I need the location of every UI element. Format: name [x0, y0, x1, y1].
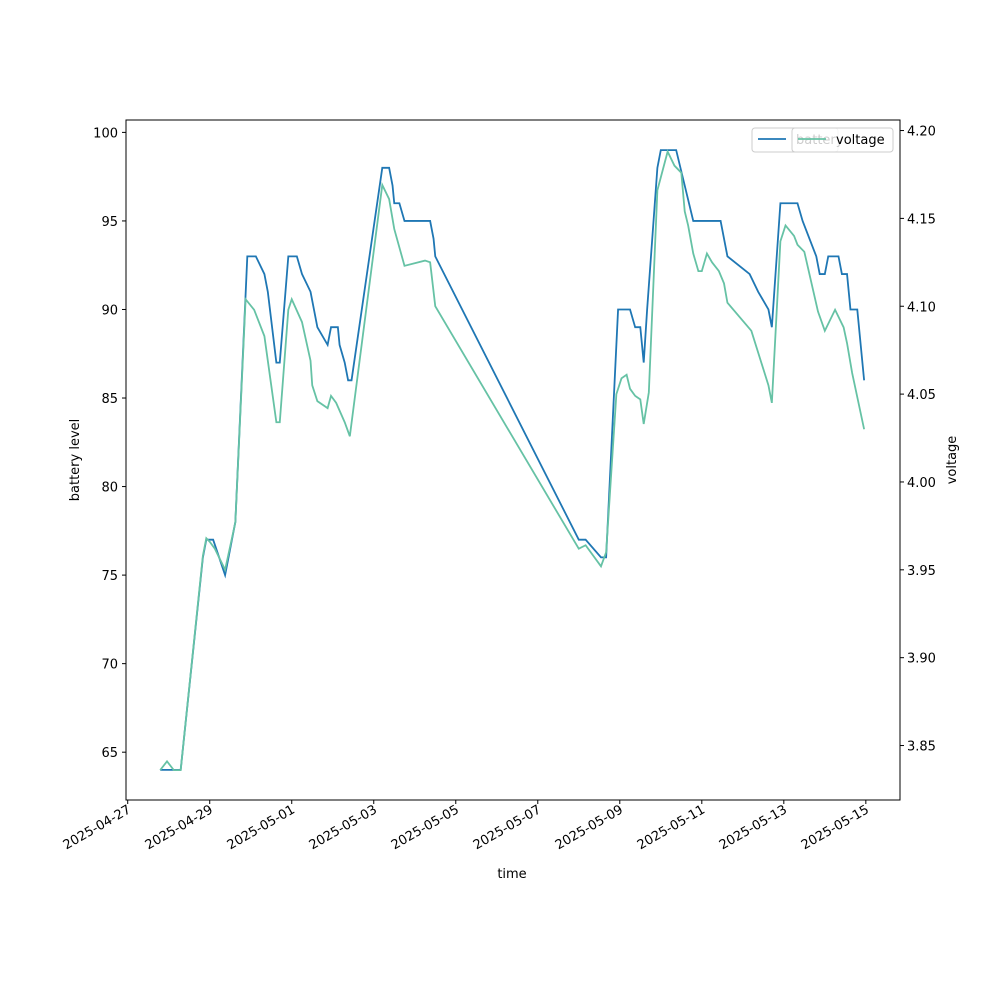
y-tick-label: 75 — [101, 569, 118, 584]
x-tick-label: 2025-05-15 — [799, 802, 872, 853]
y2-tick-label: 4.15 — [907, 212, 936, 227]
x-tick-label: 2025-05-11 — [635, 802, 708, 853]
y2-tick-label: 4.05 — [907, 388, 936, 403]
y-tick-label: 100 — [93, 126, 118, 141]
x-axis-label: time — [497, 867, 526, 882]
x-tick-label: 2025-05-05 — [389, 802, 462, 853]
series-line — [159, 149, 866, 772]
x-tick-label: 2025-05-07 — [471, 802, 544, 853]
y-tick-label: 85 — [101, 392, 118, 407]
series-line — [160, 149, 866, 771]
legend: voltage — [791, 127, 894, 153]
y-axis-label: battery level — [68, 419, 83, 502]
legend-label: voltage — [836, 133, 885, 148]
y2-tick-label: 4.10 — [907, 300, 936, 315]
y2-axis-label: voltage — [945, 436, 960, 485]
y-tick-label: 65 — [101, 746, 118, 761]
y2-tick-label: 4.20 — [907, 125, 936, 140]
legend-box — [791, 127, 894, 153]
x-tick-label: 2025-05-03 — [307, 802, 380, 853]
y-tick-label: 90 — [101, 303, 118, 318]
plot-frame — [125, 119, 901, 801]
y-tick-label: 95 — [101, 215, 118, 230]
y-tick-label: 80 — [101, 481, 118, 496]
y2-tick-label: 3.90 — [907, 652, 936, 667]
x-tick-label: 2025-05-13 — [717, 802, 790, 853]
x-tick-label: 2025-04-29 — [143, 802, 216, 853]
y2-tick-label: 3.85 — [907, 740, 936, 755]
x-tick-label: 2025-04-27 — [61, 802, 134, 853]
x-tick-label: 2025-05-01 — [225, 802, 298, 853]
y2-tick-label: 3.95 — [907, 564, 936, 579]
y2-tick-label: 4.00 — [907, 476, 936, 491]
x-tick-label: 2025-05-09 — [553, 802, 626, 853]
y-tick-label: 70 — [101, 658, 118, 673]
